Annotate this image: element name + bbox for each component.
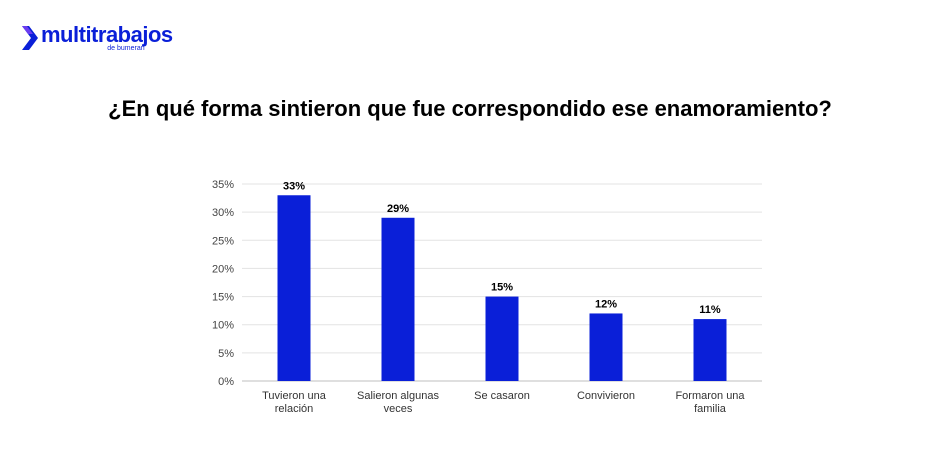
logo-name: multitrabajos [41, 22, 173, 47]
bar [589, 313, 623, 381]
data-label: 29% [387, 203, 409, 215]
brand-logo: multitrabajos de bumeran [22, 24, 173, 53]
bar [693, 319, 727, 381]
y-tick-label: 25% [212, 235, 234, 247]
logo-subtitle: de bumeran [107, 45, 145, 52]
data-label: 12% [595, 298, 617, 310]
y-tick-label: 5% [218, 348, 234, 360]
y-tick-label: 15% [212, 292, 234, 304]
chart-title: ¿En qué forma sintieron que fue correspo… [108, 96, 832, 121]
y-tick-label: 20% [212, 263, 234, 275]
x-category-label: familia [694, 403, 727, 415]
x-category-label: veces [384, 403, 413, 415]
x-category-label: relación [275, 403, 314, 415]
x-category-label: Convivieron [577, 390, 635, 402]
data-label: 33% [283, 180, 305, 192]
chevron-logo-icon [22, 26, 38, 50]
y-tick-label: 35% [212, 179, 234, 191]
data-label: 11% [699, 304, 721, 316]
x-category-label: Se casaron [474, 390, 530, 402]
bar [381, 217, 415, 381]
y-tick-label: 0% [218, 376, 234, 388]
x-category-label: Salieron algunas [357, 390, 439, 402]
x-category-label: Tuvieron una [262, 390, 327, 402]
data-label: 15% [491, 282, 513, 294]
x-category-label: Formaron una [675, 390, 745, 402]
y-tick-label: 30% [212, 207, 234, 219]
bar [277, 195, 311, 381]
bar [485, 296, 519, 381]
y-tick-label: 10% [212, 320, 234, 332]
